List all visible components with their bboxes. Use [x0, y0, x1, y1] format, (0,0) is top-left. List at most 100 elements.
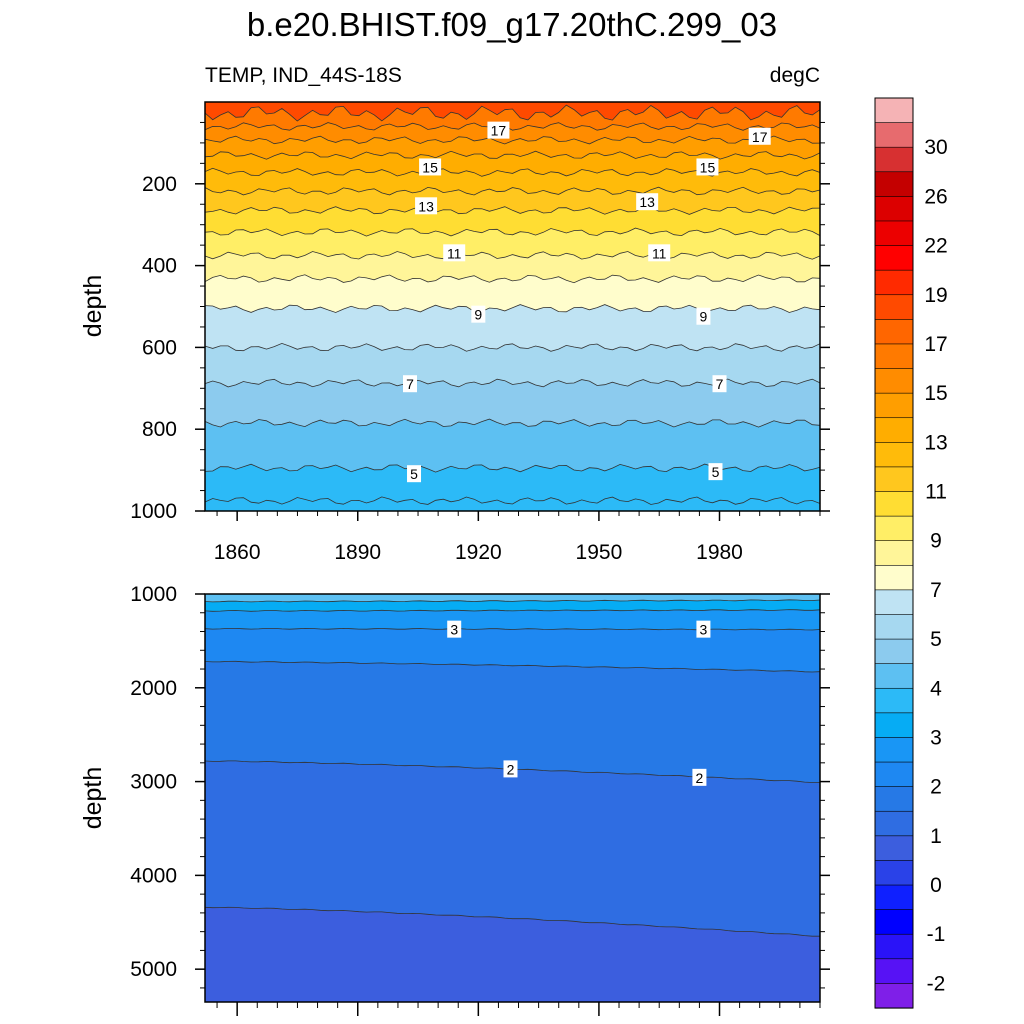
lower-isotherm-line — [204, 599, 821, 603]
lower-y-tick-label: 3000 — [130, 771, 177, 794]
units-label: degC — [770, 64, 820, 87]
colorbar-label: 0 — [930, 874, 942, 897]
upper-contour-label-box — [636, 193, 659, 211]
upper-isotherm-line — [204, 274, 821, 284]
lower-contour-label: 2 — [696, 770, 704, 786]
colorbar-swatch — [874, 958, 914, 984]
colorbar-label: 3 — [930, 727, 942, 750]
upper-contour-label-box — [403, 375, 417, 393]
colorbar-swatch — [874, 319, 914, 345]
x-tick-label: 1890 — [334, 541, 381, 564]
upper-contour-label-box — [648, 244, 671, 262]
colorbar-swatch — [874, 269, 914, 296]
colorbar-swatch — [874, 540, 914, 566]
upper-contour-label-box — [487, 121, 510, 139]
colorbar-label: 17 — [924, 333, 947, 356]
colorbar-swatch — [874, 220, 914, 247]
lower-band-fill — [205, 661, 820, 783]
variable-label: TEMP, IND_44S-18S — [205, 64, 402, 87]
lower-y-tick-label: 5000 — [130, 958, 177, 981]
colorbar-swatch — [874, 515, 914, 542]
upper-panel: 17 17 15 15 13 13 11 11 9 9 7 7 5 5 200 400 600 800 1000 1… — [79, 101, 830, 564]
upper-band-fill — [205, 187, 820, 215]
colorbar-swatch — [874, 712, 914, 739]
upper-contour-label-box — [471, 305, 486, 323]
colorbar-swatch — [874, 122, 914, 148]
colorbar-swatch — [874, 146, 914, 173]
lower-panel: 3 3 2 2 1000 2000 3000 4000 5000 depth — [79, 583, 830, 1016]
upper-band-fill — [205, 206, 820, 237]
lower-y-tick-label: 4000 — [130, 864, 177, 887]
colorbar-swatch — [874, 196, 914, 222]
upper-band-fill — [205, 122, 820, 144]
upper-y-tick-label: 200 — [142, 173, 177, 196]
upper-contour-label: 15 — [700, 159, 716, 175]
colorbar-frame — [874, 97, 914, 1009]
upper-band-fill — [205, 102, 820, 121]
upper-contour-label: 9 — [474, 307, 482, 323]
upper-isotherm-line — [204, 104, 821, 122]
lower-contour-label: 3 — [450, 622, 458, 638]
lower-isotherm-line — [204, 906, 820, 937]
lower-band-fill — [205, 760, 820, 937]
lower-isotherm-line — [204, 609, 821, 612]
lower-contour-label-box — [696, 620, 711, 638]
upper-band-fill — [205, 379, 820, 428]
upper-contour-label: 7 — [406, 376, 414, 392]
colorbar-swatch — [874, 810, 914, 837]
upper-contour-label: 7 — [716, 376, 724, 392]
upper-contour-label: 9 — [700, 309, 708, 325]
lower-contour-label: 3 — [700, 622, 708, 638]
upper-isotherm-line — [204, 135, 821, 145]
lower-y-tick-label: 1000 — [130, 583, 177, 606]
colorbar-label: 26 — [924, 185, 947, 208]
upper-contour-label-box — [443, 244, 466, 262]
lower-contour-label-box — [447, 620, 462, 638]
upper-contour-label-box — [415, 197, 438, 215]
colorbar-swatch — [874, 564, 914, 591]
colorbar-swatch — [874, 909, 914, 935]
upper-band-fill — [205, 343, 820, 387]
colorbar-swatch — [874, 737, 914, 763]
colorbar-label: 4 — [930, 677, 942, 700]
upper-contour-label-box — [696, 158, 719, 176]
upper-y-tick-label: 1000 — [130, 500, 177, 523]
colorbar-swatch — [874, 983, 914, 1009]
lower-band-fill — [205, 907, 820, 1002]
upper-band-fill — [205, 304, 820, 352]
colorbar-swatch — [874, 663, 914, 689]
lower-band-fill — [205, 609, 820, 630]
upper-y-tick-label: 800 — [142, 418, 177, 441]
colorbar-swatch — [874, 294, 914, 320]
colorbar-label: 2 — [930, 776, 942, 799]
colorbar-swatch — [874, 786, 914, 812]
colorbar-swatch — [874, 761, 914, 788]
upper-contour-label: 13 — [418, 198, 434, 214]
colorbar: 30 26 22 19 17 15 13 11 9 7 5 4 3 2 1 0 -1 -2 — [874, 97, 948, 1009]
upper-band-fill — [205, 274, 820, 313]
lower-isotherm-line — [204, 627, 821, 631]
colorbar-swatch — [874, 171, 914, 197]
upper-contour-label: 11 — [652, 245, 667, 261]
colorbar-label: 15 — [924, 382, 947, 405]
lower-contour-label-box — [503, 760, 518, 778]
x-tick-label: 1980 — [696, 541, 743, 564]
colorbar-swatch — [874, 589, 914, 616]
upper-isotherm-line — [204, 418, 821, 428]
upper-contour-label: 17 — [491, 123, 507, 139]
colorbar-swatch — [874, 638, 914, 665]
upper-isotherm-line — [204, 304, 821, 313]
chart-title: b.e20.BHIST.f09_g17.20thC.299_03 — [247, 6, 777, 43]
colorbar-swatch — [874, 491, 914, 517]
colorbar-swatch — [874, 933, 914, 960]
lower-isotherm-line — [204, 660, 821, 673]
upper-isotherm-line — [204, 186, 821, 196]
upper-band-fill — [205, 464, 820, 505]
upper-isotherm-line — [204, 205, 821, 215]
colorbar-label: 11 — [925, 481, 947, 504]
colorbar-label: 30 — [924, 136, 947, 159]
upper-band-fill — [205, 419, 820, 473]
upper-contour-label: 17 — [752, 129, 768, 145]
colorbar-swatch — [874, 835, 914, 862]
